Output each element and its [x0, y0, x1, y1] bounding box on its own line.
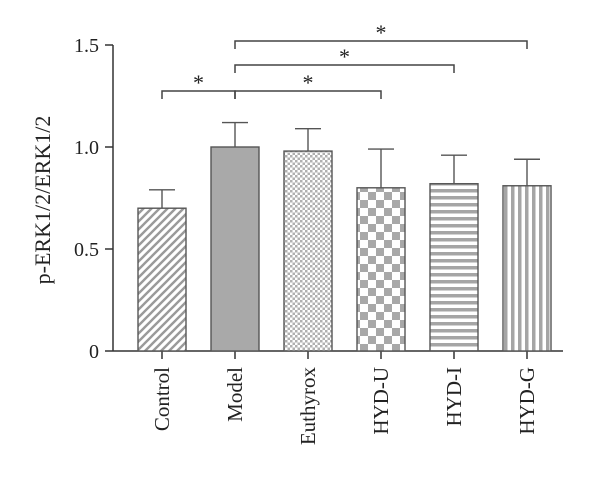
bar	[502, 185, 552, 352]
significance-marker: *	[303, 70, 314, 95]
significance-marker: *	[193, 70, 204, 95]
x-tick-label: Control	[150, 367, 174, 431]
x-tick-label: Model	[223, 367, 247, 422]
significance-bracket	[234, 64, 455, 73]
y-tick-label: 0.5	[74, 239, 99, 261]
significance-group: * * * *	[161, 20, 528, 99]
significance-marker: *	[339, 44, 350, 69]
x-tick-label: HYD-I	[442, 367, 466, 426]
significance-bracket	[234, 90, 382, 99]
x-tick-label: HYD-G	[515, 367, 539, 435]
bars-group	[137, 121, 552, 352]
axes: 0 0.5 1.0 1.5 Control Model Euthyrox HYD-U HYD-I…	[74, 35, 563, 445]
x-tick-label: HYD-U	[369, 367, 393, 435]
y-axis-title: p-ERK1/2/ERK1/2	[30, 116, 55, 285]
bar	[356, 187, 406, 352]
x-tick-label: Euthyrox	[296, 367, 320, 446]
y-tick-label: 1.5	[74, 35, 99, 57]
bar	[429, 183, 479, 352]
bar	[283, 150, 333, 352]
significance-marker: *	[376, 20, 387, 45]
y-tick-label: 1.0	[74, 137, 99, 159]
bar	[210, 146, 260, 352]
significance-bracket	[234, 40, 528, 49]
y-tick-label: 0	[89, 341, 99, 363]
bar	[137, 207, 187, 352]
